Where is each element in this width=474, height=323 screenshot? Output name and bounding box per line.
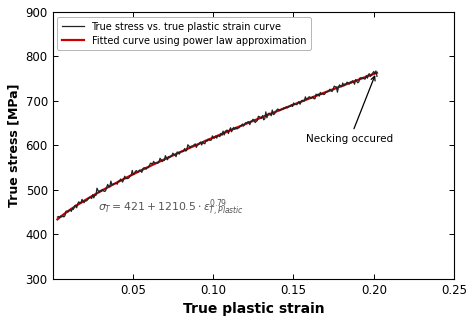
Line: Fitted curve using power law approximation: Fitted curve using power law approximati…	[57, 73, 377, 219]
Fitted curve using power law approximation	[374, 71, 380, 75]
Fitted curve using power law approximation	[137, 169, 142, 173]
True stress vs. true plastic strain curve	[57, 215, 63, 219]
True stress vs. true plastic strain curve	[374, 74, 380, 78]
Fitted curve using power law approximation	[243, 122, 248, 126]
Text: Necking occured: Necking occured	[306, 76, 393, 144]
True stress vs. true plastic strain curve	[246, 120, 252, 124]
Fitted curve using power law approximation	[295, 101, 301, 105]
Fitted curve using power law approximation	[199, 141, 205, 144]
Fitted curve using power law approximation	[111, 182, 117, 186]
True stress vs. true plastic strain curve	[55, 215, 60, 219]
Fitted curve using power law approximation	[55, 217, 60, 221]
True stress vs. true plastic strain curve	[325, 89, 331, 93]
Legend: True stress vs. true plastic strain curve, Fitted curve using power law approxim: True stress vs. true plastic strain curv…	[57, 17, 311, 50]
True stress vs. true plastic strain curve	[55, 214, 61, 218]
Text: $\sigma_T = 421 + 1210.5 \cdot \varepsilon_{T,Plastic}^{0.79}$: $\sigma_T = 421 + 1210.5 \cdot \varepsil…	[98, 197, 244, 218]
True stress vs. true plastic strain curve	[245, 120, 250, 124]
True stress vs. true plastic strain curve	[345, 81, 351, 85]
Y-axis label: True stress [MPa]: True stress [MPa]	[7, 84, 20, 207]
True stress vs. true plastic strain curve	[251, 118, 257, 122]
Line: True stress vs. true plastic strain curve: True stress vs. true plastic strain curv…	[57, 71, 377, 217]
Fitted curve using power law approximation	[268, 112, 273, 116]
X-axis label: True plastic strain: True plastic strain	[182, 302, 324, 316]
True stress vs. true plastic strain curve	[373, 69, 379, 73]
